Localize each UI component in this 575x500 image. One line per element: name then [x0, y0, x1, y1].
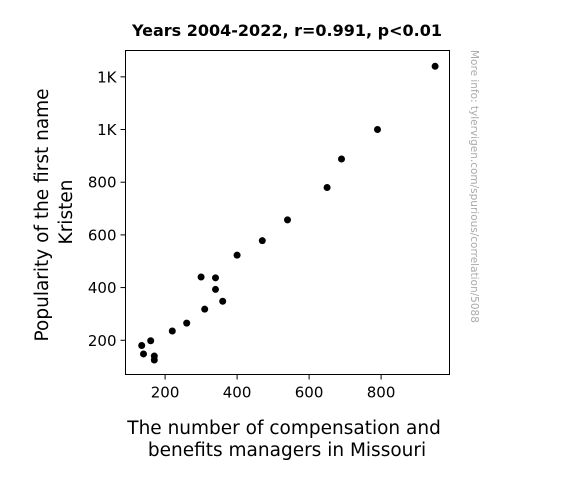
data-point	[323, 183, 331, 191]
data-point	[374, 126, 381, 134]
y-tick-label: 400	[88, 279, 117, 297]
data-point	[233, 251, 241, 259]
y-axis-label-line-2: Kristen	[56, 180, 77, 245]
x-axis-label: The number of compensation and benefits …	[126, 418, 446, 461]
x-tick-label: 600	[295, 384, 324, 402]
data-point	[431, 62, 439, 70]
x-axis-label-line-1: The number of compensation and	[126, 418, 441, 439]
x-axis-ticks: 200 400 600 800	[151, 374, 396, 402]
watermark-text: More info: tylervigen.com/spurious/corre…	[468, 50, 480, 323]
data-point	[197, 273, 205, 281]
y-tick-label: 1K	[97, 68, 118, 86]
data-point	[168, 327, 176, 335]
data-point	[147, 337, 155, 345]
y-axis-label: Popularity of the first name Kristen	[32, 83, 77, 342]
data-point	[201, 305, 209, 313]
y-tick-label: 200	[88, 332, 117, 350]
data-point	[212, 274, 219, 282]
y-tick-label: 800	[88, 174, 117, 192]
x-tick-label: 400	[223, 384, 252, 402]
data-point	[338, 155, 345, 163]
y-tick-label: 600	[88, 226, 117, 244]
data-point	[219, 297, 227, 305]
plot-area	[125, 50, 450, 375]
data-point	[150, 356, 158, 364]
data-point	[212, 285, 219, 293]
data-points	[138, 62, 439, 364]
y-axis-ticks: 200 400 600 800 1K 1K	[88, 68, 126, 350]
chart-title: Years 2004-2022, r=0.991, p<0.01	[131, 21, 442, 40]
data-point	[284, 216, 291, 224]
data-point	[258, 237, 266, 245]
x-tick-label: 200	[151, 384, 180, 402]
x-axis-label-line-2: benefits managers in Missouri	[148, 440, 426, 461]
data-point	[183, 319, 191, 327]
plot-frame	[125, 50, 450, 375]
y-tick-label: 1K	[97, 121, 118, 139]
data-point	[138, 342, 146, 350]
data-point	[140, 350, 147, 358]
y-axis-label-line-1: Popularity of the first name	[32, 88, 53, 341]
x-tick-label: 800	[367, 384, 396, 402]
